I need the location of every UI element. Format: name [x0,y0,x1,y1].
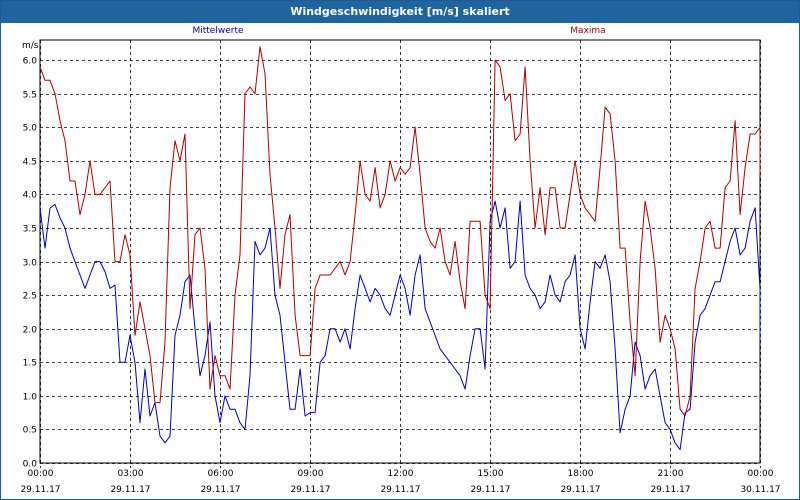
y-tick-label: 6.0 [23,57,38,67]
x-tick-time: 03:00 [118,469,144,479]
legend-maxima: Maxima [570,26,605,36]
x-tick-time: 21:00 [658,469,684,479]
chart-title: Windgeschwindigkeit [m/s] skaliert [1,1,799,23]
x-tick-date: 29.11.17 [110,485,150,495]
y-tick-label: 2.0 [23,326,38,336]
x-tick-time: 00:00 [748,469,774,479]
y-tick-label: 0.0 [23,460,38,470]
y-tick-label: 1.0 [23,393,38,403]
series [39,46,761,451]
y-tick-label: 4.0 [23,191,38,201]
legend-mittelwerte: Mittelwerte [192,26,243,36]
series-line-mittelwerte [39,200,761,451]
x-tick-date: 29.11.17 [470,485,510,495]
x-tick-time: 09:00 [298,469,324,479]
y-tick-label: 1.5 [23,359,37,369]
x-tick-date: 29.11.17 [200,485,240,495]
x-tick-date: 29.11.17 [560,485,600,495]
x-tick-date: 30.11.17 [740,485,780,495]
y-tick-label: 3.0 [23,259,38,269]
axes: 0.0 0.5 1.0 1.5 2.0 2.5 3.0 3.5 4.0 4.5 5.0 5.5 6.0 0… [20,39,781,495]
x-tick-date: 29.11.17 [290,485,330,495]
y-tick-label: 5.5 [23,91,37,101]
y-tick-label: 0.5 [23,426,37,436]
x-tick-date: 29.11.17 [20,485,60,495]
x-tick-time: 15:00 [478,469,504,479]
plot-frame [39,39,761,464]
x-tick-time: 06:00 [208,469,234,479]
y-tick-label: 2.5 [23,292,37,302]
series-line-maxima [39,46,761,417]
x-tick-date: 29.11.17 [380,485,420,495]
x-tick-time: 12:00 [388,469,414,479]
y-axis-label: m/s [22,41,39,51]
y-tick-label: 3.5 [23,225,37,235]
x-tick-date: 29.11.17 [650,485,690,495]
x-tick-time: 00:00 [28,469,54,479]
y-tick-label: 4.5 [23,158,37,168]
grid [40,40,761,468]
y-tick-label: 5.0 [23,124,38,134]
x-tick-time: 18:00 [568,469,594,479]
